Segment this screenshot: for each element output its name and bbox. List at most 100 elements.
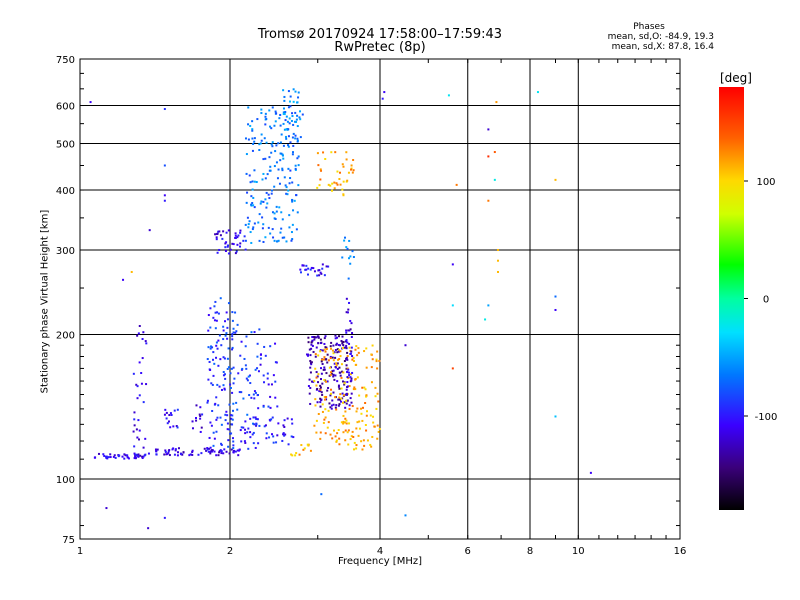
data-point: [346, 370, 349, 373]
data-point: [362, 439, 365, 442]
data-point: [357, 351, 360, 354]
data-point: [215, 319, 218, 322]
data-point: [136, 436, 139, 439]
data-point: [246, 216, 249, 219]
data-point: [342, 340, 345, 343]
data-point: [335, 408, 338, 411]
data-point: [239, 231, 242, 234]
data-point: [105, 507, 108, 510]
data-point: [317, 342, 320, 345]
data-point: [198, 413, 201, 416]
data-point: [245, 172, 248, 175]
data-point: [375, 360, 378, 363]
data-point: [322, 151, 325, 154]
data-point: [344, 439, 347, 442]
data-point: [175, 425, 178, 428]
data-point: [350, 401, 353, 404]
data-point: [226, 337, 229, 340]
data-point: [225, 410, 228, 413]
data-point: [244, 239, 247, 242]
data-point: [296, 139, 299, 142]
data-point: [231, 391, 234, 394]
data-point: [237, 454, 240, 457]
data-point: [336, 183, 339, 186]
data-point: [269, 406, 272, 409]
data-point: [376, 367, 379, 370]
data-point: [342, 344, 345, 347]
data-point: [350, 350, 353, 353]
data-point: [327, 386, 330, 389]
data-point: [366, 439, 369, 442]
data-point: [338, 335, 341, 338]
data-point: [316, 186, 319, 189]
data-point: [212, 374, 215, 377]
data-point: [299, 110, 302, 113]
data-point: [216, 416, 219, 419]
data-point: [354, 348, 357, 351]
data-point: [137, 453, 140, 456]
data-point: [256, 393, 259, 396]
data-point: [341, 370, 344, 373]
data-point: [325, 395, 328, 398]
data-point: [296, 137, 299, 140]
data-point: [247, 447, 250, 450]
data-point: [235, 250, 238, 253]
data-point: [282, 111, 285, 114]
data-point: [345, 339, 348, 342]
data-point: [338, 358, 341, 361]
data-point: [282, 107, 285, 110]
data-point: [255, 424, 258, 427]
data-point: [139, 454, 142, 457]
data-point: [144, 437, 147, 440]
data-point: [207, 447, 210, 450]
data-point: [222, 452, 225, 455]
data-point: [245, 153, 248, 156]
data-point: [168, 454, 171, 457]
data-point: [487, 128, 490, 131]
data-point: [271, 211, 274, 214]
data-point: [309, 366, 312, 369]
data-point: [253, 423, 256, 426]
data-point: [276, 240, 279, 243]
data-point: [352, 256, 355, 259]
data-point: [353, 441, 356, 444]
data-point: [171, 448, 174, 451]
data-point: [267, 193, 270, 196]
data-point: [209, 326, 212, 329]
data-point: [252, 226, 255, 229]
chart-title: Tromsø 20170924 17:58:00–17:59:43: [257, 27, 503, 42]
data-point: [249, 231, 252, 234]
data-point: [336, 348, 339, 351]
data-point: [336, 380, 339, 383]
data-point: [275, 210, 278, 213]
data-point: [346, 393, 349, 396]
data-point: [135, 383, 138, 386]
data-point: [281, 236, 284, 239]
data-point: [291, 151, 294, 154]
data-point: [172, 425, 175, 428]
data-point: [290, 435, 293, 438]
data-point: [358, 420, 361, 423]
data-point: [211, 409, 214, 412]
data-point: [292, 123, 295, 126]
data-point: [336, 351, 339, 354]
data-point: [495, 101, 498, 104]
data-point: [373, 425, 376, 428]
data-point: [252, 393, 255, 396]
data-point: [230, 448, 233, 451]
data-point: [364, 402, 367, 405]
data-point: [191, 449, 194, 452]
data-point: [264, 157, 267, 160]
data-point: [267, 405, 270, 408]
data-point: [141, 455, 144, 458]
data-point: [262, 223, 265, 226]
data-point: [215, 396, 218, 399]
data-point: [102, 453, 105, 456]
data-point: [496, 249, 499, 252]
data-point: [273, 124, 276, 127]
data-point: [344, 417, 347, 420]
data-point: [351, 405, 354, 408]
data-point: [310, 361, 313, 364]
data-point: [554, 178, 557, 181]
data-point: [316, 152, 319, 155]
